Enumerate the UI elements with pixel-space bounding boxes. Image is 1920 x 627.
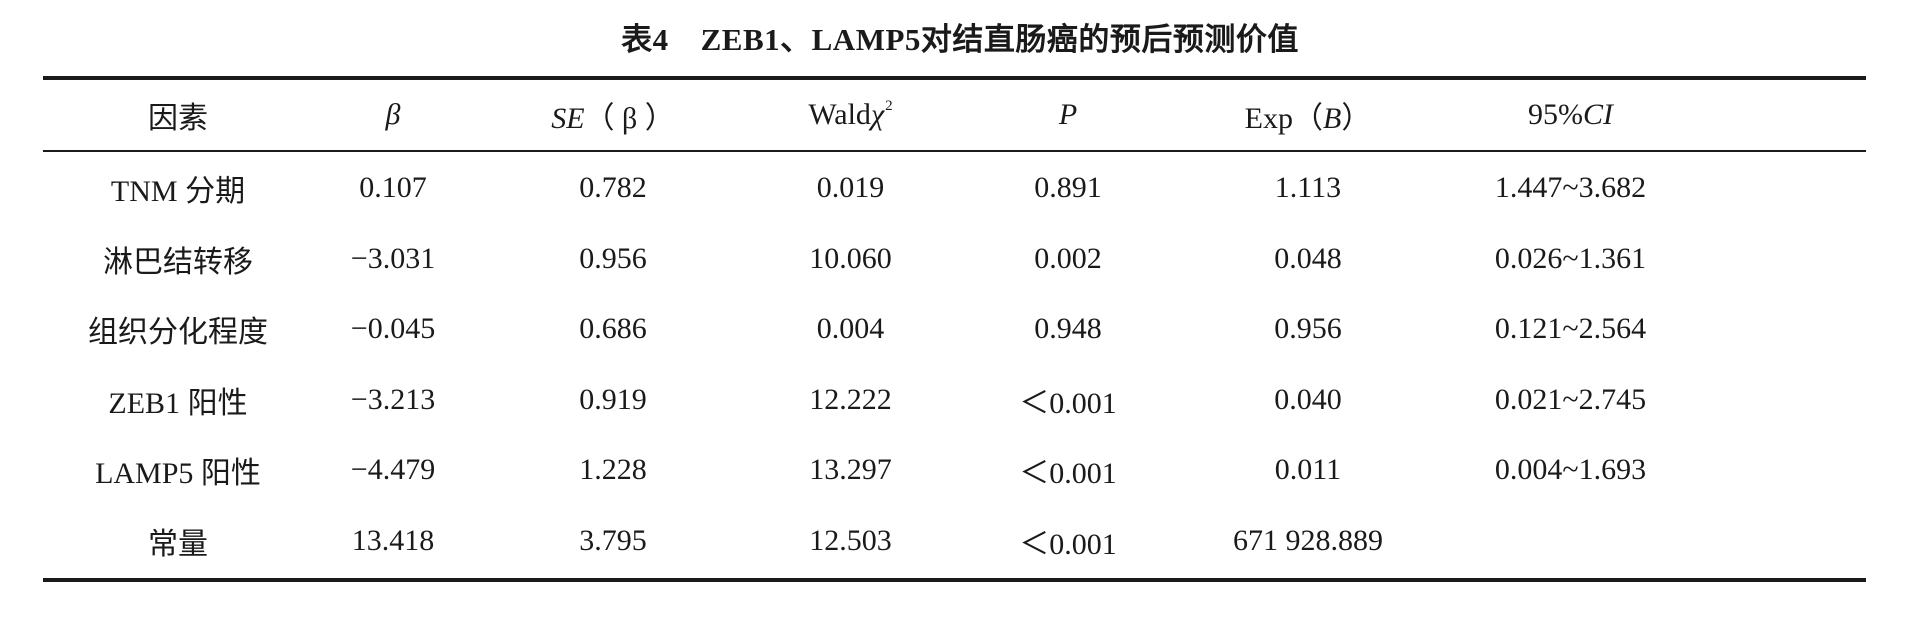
cell-wald: 10.060	[809, 241, 892, 275]
cell-se: 0.919	[579, 382, 647, 416]
header-exp-prefix: Exp（	[1244, 102, 1323, 135]
table-number: 表4	[621, 22, 669, 57]
cell-factor: LAMP5 阳性	[95, 457, 261, 491]
table-row: 常量 13.418 3.795 12.503 ＜0.001 671 928.88…	[43, 506, 1866, 577]
cell-se: 0.686	[579, 312, 647, 346]
table-body: TNM 分期 0.107 0.782 0.019 0.891 1.113 1.4…	[43, 152, 1866, 578]
header-se-label: SE	[551, 102, 585, 135]
table-title: ZEB1、LAMP5对结直肠癌的预后预测价值	[700, 22, 1299, 57]
table-caption: 表4 ZEB1、LAMP5对结直肠癌的预后预测价值	[0, 14, 1920, 59]
header-exp: Exp（B）	[1188, 93, 1428, 137]
cell-ci: 0.121~2.564	[1494, 312, 1647, 346]
table-row: 淋巴结转移 −3.031 0.956 10.060 0.002 0.048 0.…	[43, 224, 1866, 295]
cell-p: ＜0.001	[1019, 527, 1117, 561]
cell-beta: 13.418	[351, 523, 435, 557]
header-p: P	[1058, 98, 1078, 131]
header-exp-b: B	[1323, 102, 1342, 135]
header-exp-suffix: ）	[1341, 102, 1372, 135]
cell-exp: 0.956	[1274, 312, 1342, 346]
header-beta: β	[385, 98, 401, 131]
cell-exp: 1.113	[1274, 171, 1342, 205]
table-row: ZEB1 阳性 −3.213 0.919 12.222 ＜0.001 0.040…	[43, 365, 1866, 436]
header-ci: 95%CI	[1428, 98, 1713, 132]
cell-ci: 1.447~3.682	[1494, 171, 1647, 205]
top-rule	[43, 76, 1866, 80]
header-wald-sup: 2	[885, 98, 893, 114]
header-se-paren: （ β ）	[584, 102, 675, 135]
cell-p: ＜0.001	[1019, 457, 1117, 491]
cell-ci: 0.004~1.693	[1494, 453, 1647, 487]
cell-ci: 0.021~2.745	[1494, 382, 1647, 416]
cell-wald: 13.297	[809, 453, 892, 487]
cell-se: 1.228	[579, 453, 647, 487]
regression-table: 因素 β SE（ β ） Waldχ2 P Exp（B） 95%CI TNM 分…	[43, 76, 1866, 582]
cell-se: 3.795	[579, 523, 647, 557]
cell-beta: −3.213	[350, 382, 436, 416]
cell-exp: 0.040	[1274, 382, 1342, 416]
cell-beta: −4.479	[350, 453, 436, 487]
cell-ci: 0.026~1.361	[1494, 241, 1647, 275]
cell-wald: 12.503	[809, 523, 892, 557]
cell-p: 0.948	[1034, 312, 1102, 346]
header-wald-label: Wald	[808, 98, 871, 131]
table-header-row: 因素 β SE（ β ） Waldχ2 P Exp（B） 95%CI	[43, 80, 1866, 150]
table-row: TNM 分期 0.107 0.782 0.019 0.891 1.113 1.4…	[43, 153, 1866, 224]
header-ci-prefix: 95%	[1528, 98, 1583, 131]
cell-beta: 0.107	[359, 171, 427, 205]
cell-exp: 0.048	[1274, 241, 1342, 275]
header-factor: 因素	[148, 102, 208, 135]
cell-se: 0.782	[579, 171, 647, 205]
bottom-rule	[43, 578, 1866, 582]
cell-beta: −0.045	[350, 312, 436, 346]
cell-se: 0.956	[579, 241, 647, 275]
cell-beta: −3.031	[350, 241, 436, 275]
cell-p: 0.002	[1034, 241, 1102, 275]
table-row: 组织分化程度 −0.045 0.686 0.004 0.948 0.956 0.…	[43, 294, 1866, 365]
cell-wald: 0.004	[816, 312, 885, 346]
cell-factor: ZEB1 阳性	[108, 386, 248, 420]
cell-p: 0.891	[1034, 171, 1102, 205]
cell-p: ＜0.001	[1019, 386, 1117, 420]
cell-exp: 0.011	[1274, 453, 1342, 487]
cell-factor: 淋巴结转移	[103, 245, 253, 279]
header-ci-label: CI	[1583, 98, 1613, 131]
header-wald: Waldχ2	[753, 98, 948, 132]
cell-factor: 常量	[148, 527, 208, 561]
header-wald-chi: χ	[870, 98, 885, 131]
cell-wald: 0.019	[816, 171, 885, 205]
header-se: SE（ β ）	[473, 93, 753, 137]
cell-factor: TNM 分期	[110, 175, 246, 209]
cell-factor: 组织分化程度	[88, 316, 268, 350]
cell-exp: 671 928.889	[1233, 523, 1383, 557]
header-rule	[43, 150, 1866, 152]
table-row: LAMP5 阳性 −4.479 1.228 13.297 ＜0.001 0.01…	[43, 435, 1866, 506]
cell-wald: 12.222	[809, 382, 892, 416]
